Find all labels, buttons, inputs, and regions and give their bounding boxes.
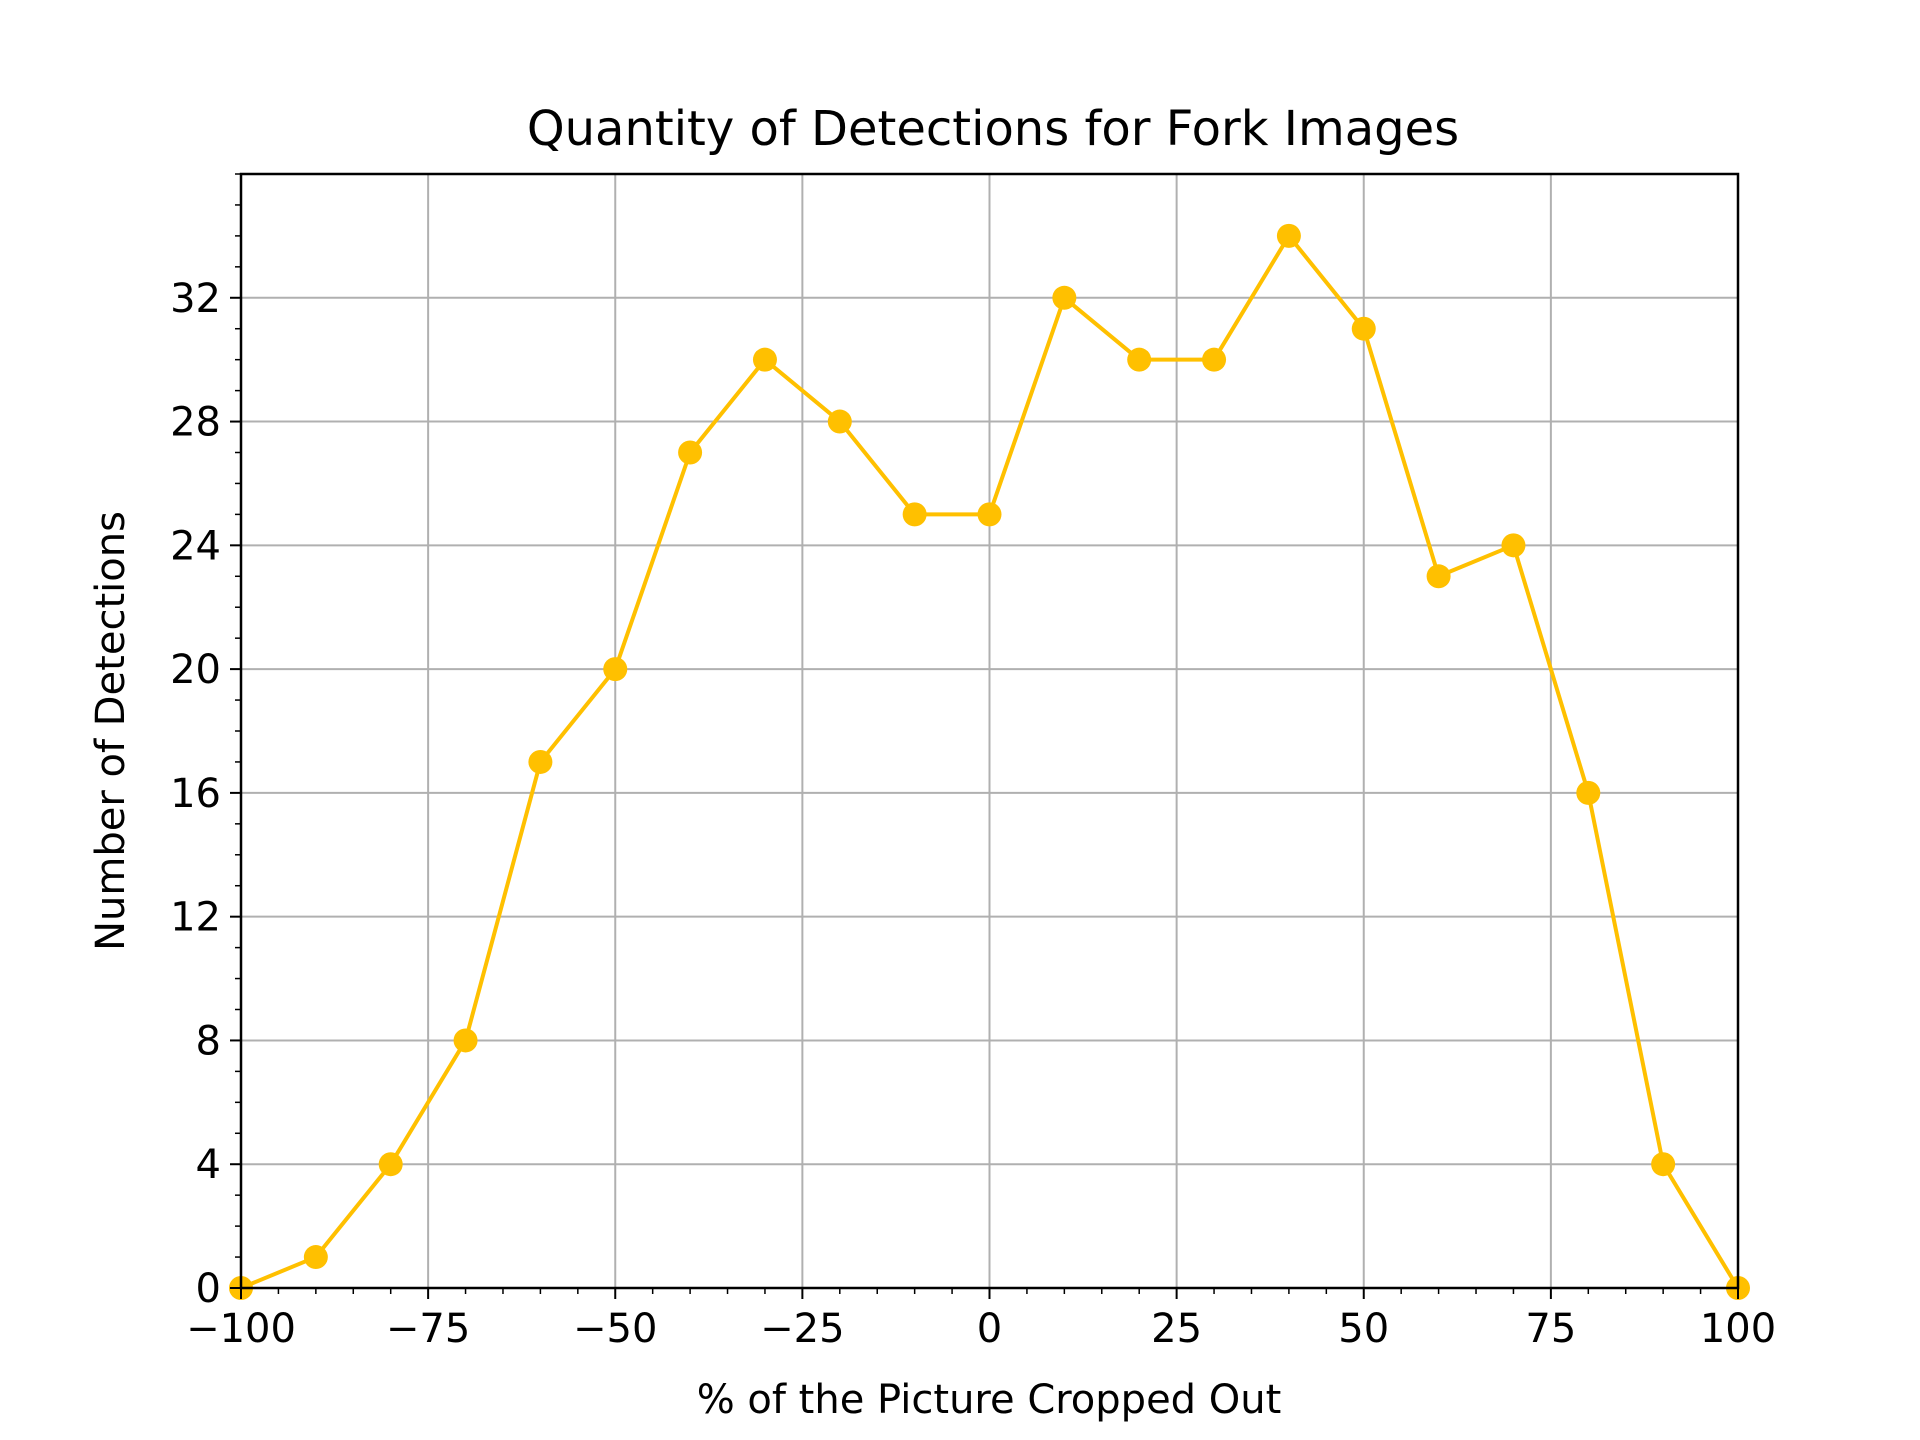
x-tick-label: −50 <box>573 1306 657 1352</box>
data-point <box>1426 564 1451 589</box>
data-point <box>303 1245 328 1270</box>
data-point <box>1351 316 1376 341</box>
x-tick-label: −25 <box>760 1306 844 1352</box>
y-tick-label: 4 <box>196 1142 221 1188</box>
y-tick-label: 12 <box>170 895 221 941</box>
x-tick-label: 25 <box>1151 1306 1202 1352</box>
data-point <box>1501 533 1526 558</box>
x-axis-label: % of the Picture Cropped Out <box>697 1377 1282 1423</box>
chart-title: Quantity of Detections for Fork Images <box>527 101 1459 157</box>
x-tick-label: −100 <box>186 1306 296 1352</box>
y-axis-label: Number of Detections <box>88 511 134 951</box>
ticks: −100 −75 −50 −25 0 25 50 75 100 0 4 8 12 16 20 24 28 32 <box>170 173 1776 1352</box>
data-point <box>827 409 852 434</box>
data-point <box>378 1152 403 1177</box>
data-point <box>977 502 1002 527</box>
data-point <box>453 1028 478 1053</box>
x-tick-label: 100 <box>1700 1306 1776 1352</box>
data-point <box>752 347 777 372</box>
y-tick-label: 8 <box>196 1018 221 1064</box>
data-point <box>1202 347 1227 372</box>
y-tick-label: 32 <box>170 276 221 322</box>
x-tick-label: 50 <box>1338 1306 1389 1352</box>
y-tick-label: 0 <box>196 1266 221 1312</box>
data-point <box>1052 285 1077 310</box>
series-layer <box>229 223 1750 1300</box>
data-point <box>678 440 703 465</box>
data-point <box>1276 223 1301 248</box>
data-point <box>1651 1152 1676 1177</box>
data-point <box>1576 780 1601 805</box>
x-tick-label: 75 <box>1525 1306 1576 1352</box>
y-tick-label: 20 <box>170 647 221 693</box>
y-tick-label: 24 <box>170 523 221 569</box>
data-point <box>603 657 628 682</box>
data-point <box>528 749 553 774</box>
y-tick-label: 28 <box>170 400 221 446</box>
y-tick-label: 16 <box>170 771 221 817</box>
x-tick-label: −75 <box>386 1306 470 1352</box>
data-point <box>902 502 927 527</box>
x-tick-label: 0 <box>977 1306 1002 1352</box>
data-point <box>1127 347 1152 372</box>
